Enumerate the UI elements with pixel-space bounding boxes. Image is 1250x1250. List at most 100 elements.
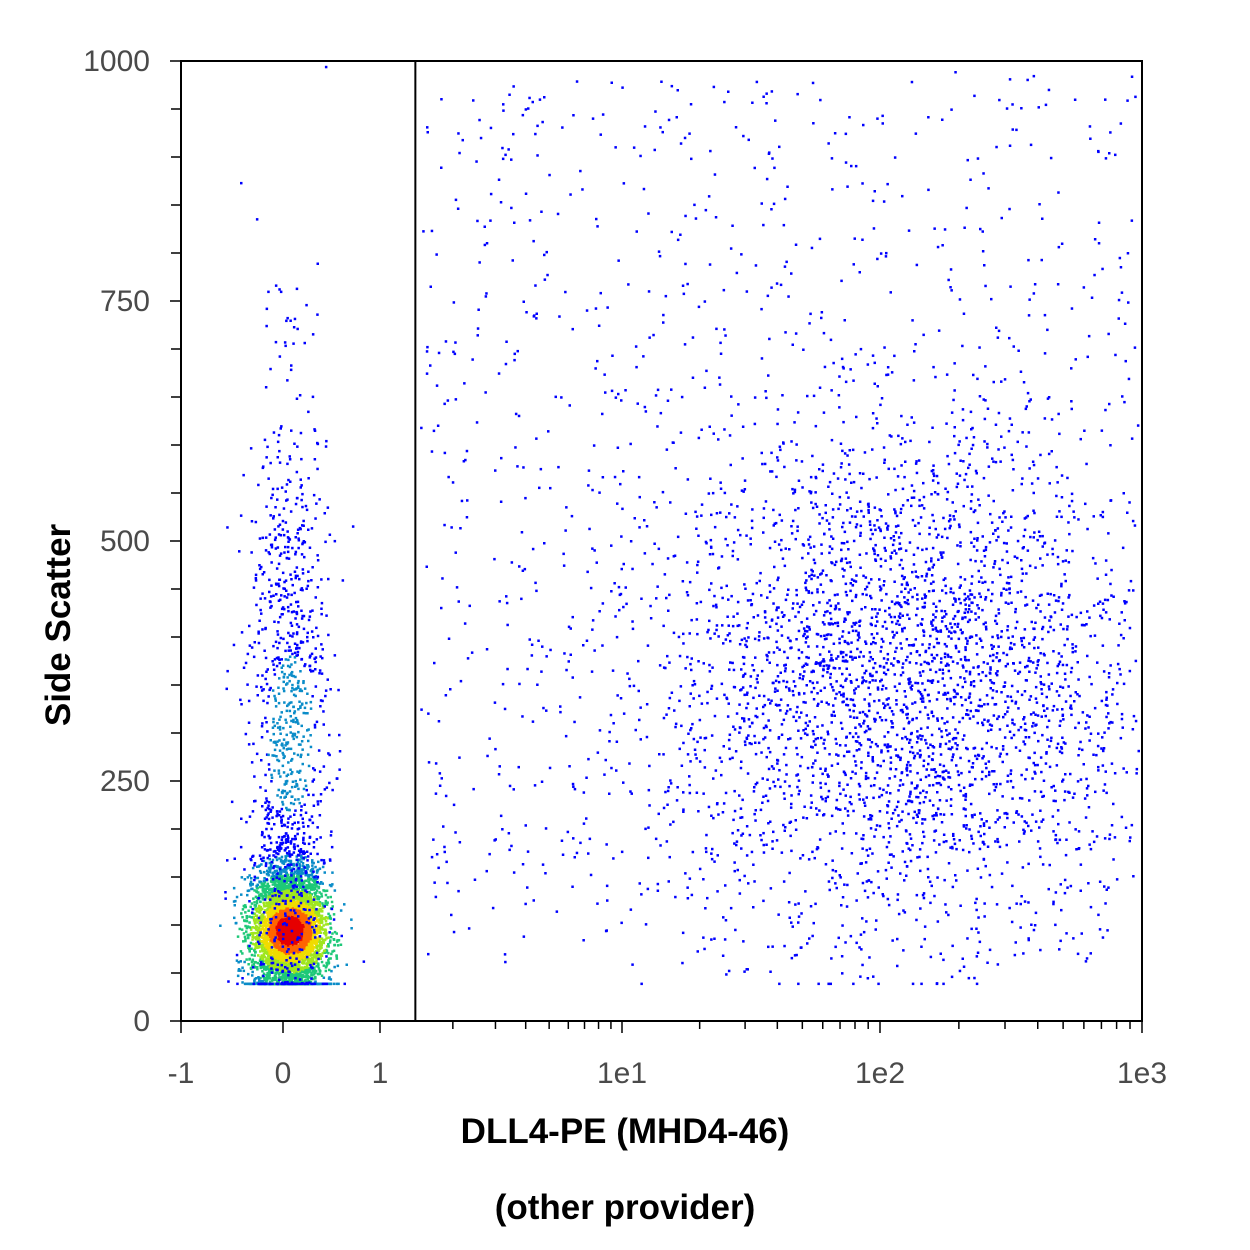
event-point [285, 921, 289, 925]
event-point [279, 932, 282, 935]
event-point [246, 933, 249, 937]
event-point [253, 954, 256, 957]
event-point [294, 932, 297, 935]
event-point [282, 884, 285, 887]
event-point [293, 870, 297, 874]
event-point [313, 913, 317, 917]
event-point [265, 827, 268, 831]
event-point [288, 886, 291, 890]
event-point [287, 899, 290, 903]
event-point [309, 940, 313, 943]
event-point [254, 876, 257, 880]
event-point [241, 966, 244, 969]
event-point [267, 874, 270, 877]
event-point [324, 951, 327, 954]
event-point [269, 949, 273, 952]
event-point [323, 917, 327, 921]
event-point [269, 934, 273, 937]
event-point [306, 948, 309, 951]
event-point [301, 899, 305, 902]
event-point [248, 921, 251, 924]
event-point [269, 928, 273, 931]
event-point [266, 907, 269, 911]
event-point [316, 972, 320, 976]
event-point [279, 942, 282, 945]
event-point [243, 868, 246, 871]
event-point [294, 887, 298, 891]
event-point [327, 936, 330, 939]
event-point [331, 950, 334, 953]
event-point [286, 970, 289, 974]
event-point [314, 893, 317, 896]
event-point [300, 860, 303, 863]
event-point [270, 877, 273, 880]
event-point [289, 906, 292, 909]
event-point [276, 905, 279, 909]
event-point [307, 928, 310, 932]
event-point [272, 950, 276, 954]
event-point [250, 960, 254, 964]
event-point [319, 982, 322, 986]
event-point [256, 907, 260, 910]
event-point [242, 969, 246, 973]
event-point [278, 641, 281, 645]
event-point [279, 860, 283, 863]
event-point [287, 951, 291, 955]
event-point [278, 355, 282, 358]
event-point [275, 858, 279, 862]
event-point [251, 810, 255, 813]
event-point [279, 955, 282, 959]
event-point [269, 935, 273, 939]
event-point [292, 880, 295, 884]
event-point [310, 902, 314, 906]
event-point [343, 903, 346, 906]
event-point [278, 923, 281, 926]
event-point [297, 919, 301, 922]
event-point [270, 959, 273, 962]
event-point [317, 965, 320, 968]
event-point [275, 912, 278, 915]
event-point [315, 957, 318, 960]
event-point [310, 883, 313, 886]
event-point [293, 914, 297, 918]
event-point [314, 901, 317, 904]
event-point [250, 916, 253, 919]
event-point [249, 882, 252, 886]
event-point [267, 954, 270, 958]
event-point [261, 896, 264, 899]
event-point [263, 888, 266, 891]
event-point [265, 946, 268, 949]
event-point [299, 967, 303, 970]
event-point [287, 959, 290, 962]
event-point [307, 902, 311, 906]
event-point [312, 877, 315, 881]
event-point [284, 971, 287, 975]
event-point [326, 901, 329, 904]
event-point [307, 976, 310, 979]
event-point [293, 923, 296, 927]
event-point [267, 936, 271, 940]
event-point [284, 658, 288, 661]
event-point [297, 870, 301, 873]
event-point [277, 933, 280, 936]
event-point [322, 931, 326, 935]
event-point [309, 948, 313, 951]
event-point [320, 895, 324, 898]
event-point [243, 960, 246, 964]
event-point [255, 884, 258, 888]
event-point [325, 949, 329, 953]
event-point [329, 895, 332, 899]
event-point [298, 944, 301, 947]
event-point [316, 954, 320, 957]
event-point [259, 905, 263, 909]
event-point [266, 902, 270, 905]
event-point [302, 957, 306, 960]
event-point [333, 930, 337, 934]
event-point [255, 946, 258, 950]
event-point [261, 960, 265, 964]
event-point [267, 919, 270, 922]
event-point [233, 916, 236, 920]
event-point [276, 917, 279, 921]
event-point [290, 974, 293, 977]
event-point [279, 888, 283, 892]
